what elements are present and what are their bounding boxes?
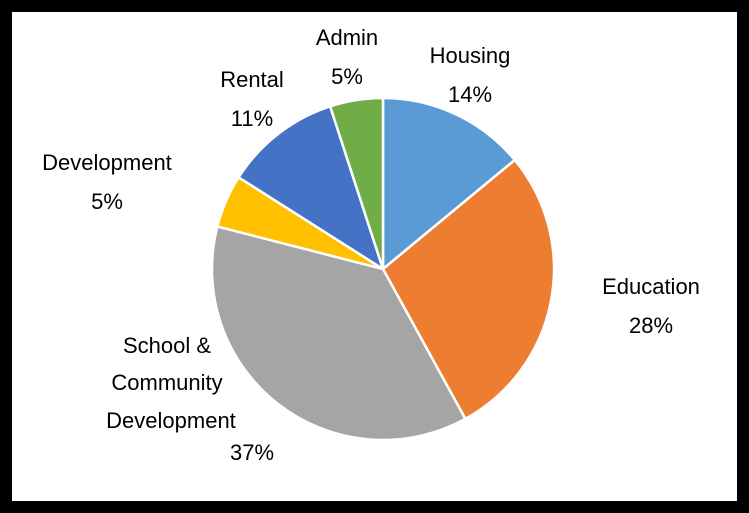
pie-labels: Housing 14% Education 28% School & Commu…	[42, 25, 700, 465]
value-housing: 14%	[448, 82, 492, 107]
value-education: 28%	[629, 313, 673, 338]
slice-housing	[381, 96, 517, 272]
label-education: Education	[602, 274, 700, 299]
slice-rental	[236, 104, 386, 272]
label-housing: Housing	[430, 43, 511, 68]
label-school-line2: Community	[111, 370, 222, 395]
value-rental: 11%	[231, 106, 273, 131]
value-admin: 5%	[331, 64, 363, 89]
label-school-line1: School &	[123, 333, 211, 358]
value-development: 5%	[91, 189, 123, 214]
slice-education	[381, 158, 556, 421]
pie-slices	[210, 96, 556, 442]
slice-school-community-development	[210, 224, 468, 442]
slice-admin	[328, 96, 385, 270]
label-development: Development	[42, 150, 172, 175]
label-admin: Admin	[316, 25, 378, 50]
label-rental: Rental	[220, 67, 284, 92]
label-school-line3: Development	[106, 408, 236, 433]
value-school: 37%	[230, 440, 274, 465]
